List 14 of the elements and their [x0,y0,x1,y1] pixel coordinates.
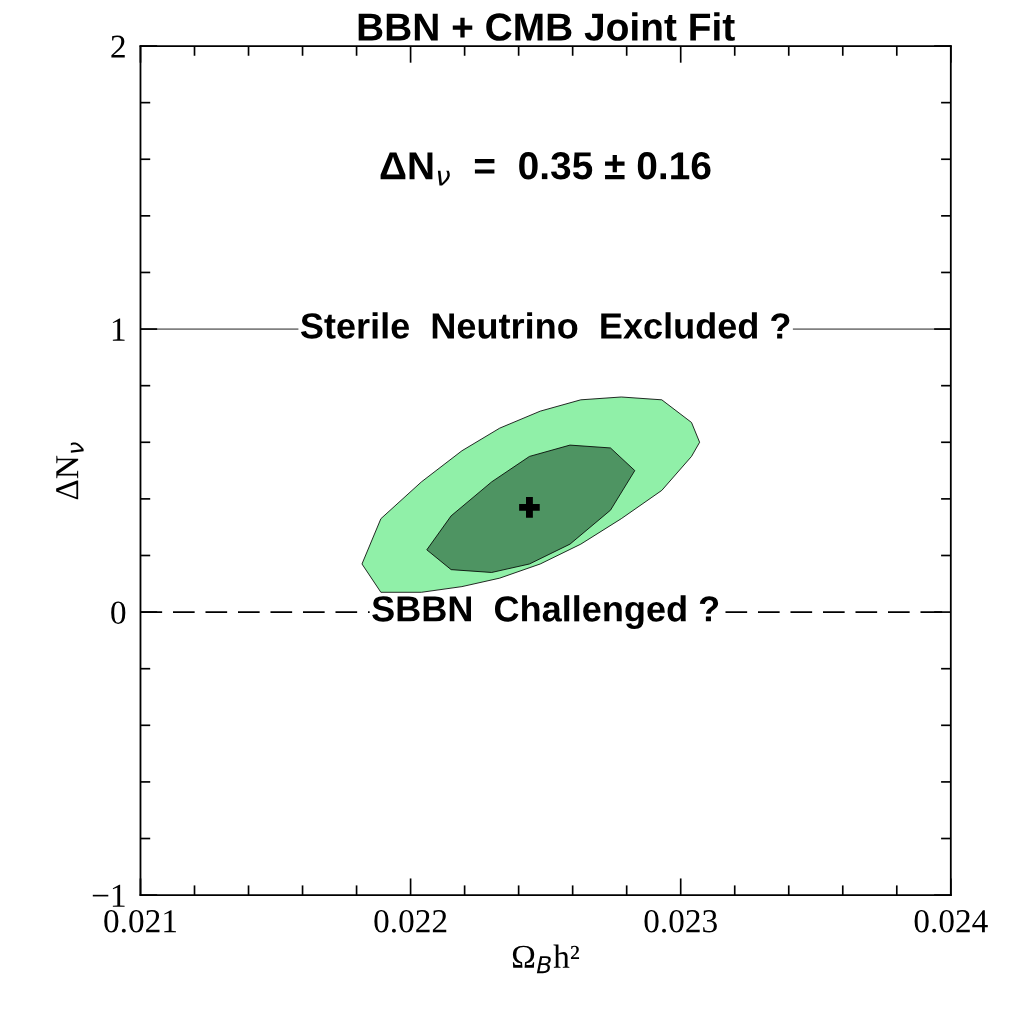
chart-title: BBN + CMB Joint Fit [358,12,735,41]
x-tick-label: 0.022 [374,909,447,933]
ref-line-label: Sterile Neutrino Excluded ? [300,312,790,339]
x-axis-title: Ω$_{B}$h² [512,944,580,974]
x-tick-label: 0.023 [644,909,717,933]
x-tick-label: 0.021 [104,909,176,933]
y-tick-label: −1 [92,884,125,907]
y-axis-title: ΔN$_{ν}$ [56,442,84,500]
ref-line-label: SBBN Challenged ? [372,595,719,630]
y-tick-label: 1 [112,318,125,341]
x-tick-label: 0.024 [914,909,988,933]
annotation: ΔN$_{ν}$ = 0.35 ± 0.16 [380,151,711,186]
y-tick-label: 2 [111,35,125,58]
y-tick-label: 0 [111,601,126,624]
